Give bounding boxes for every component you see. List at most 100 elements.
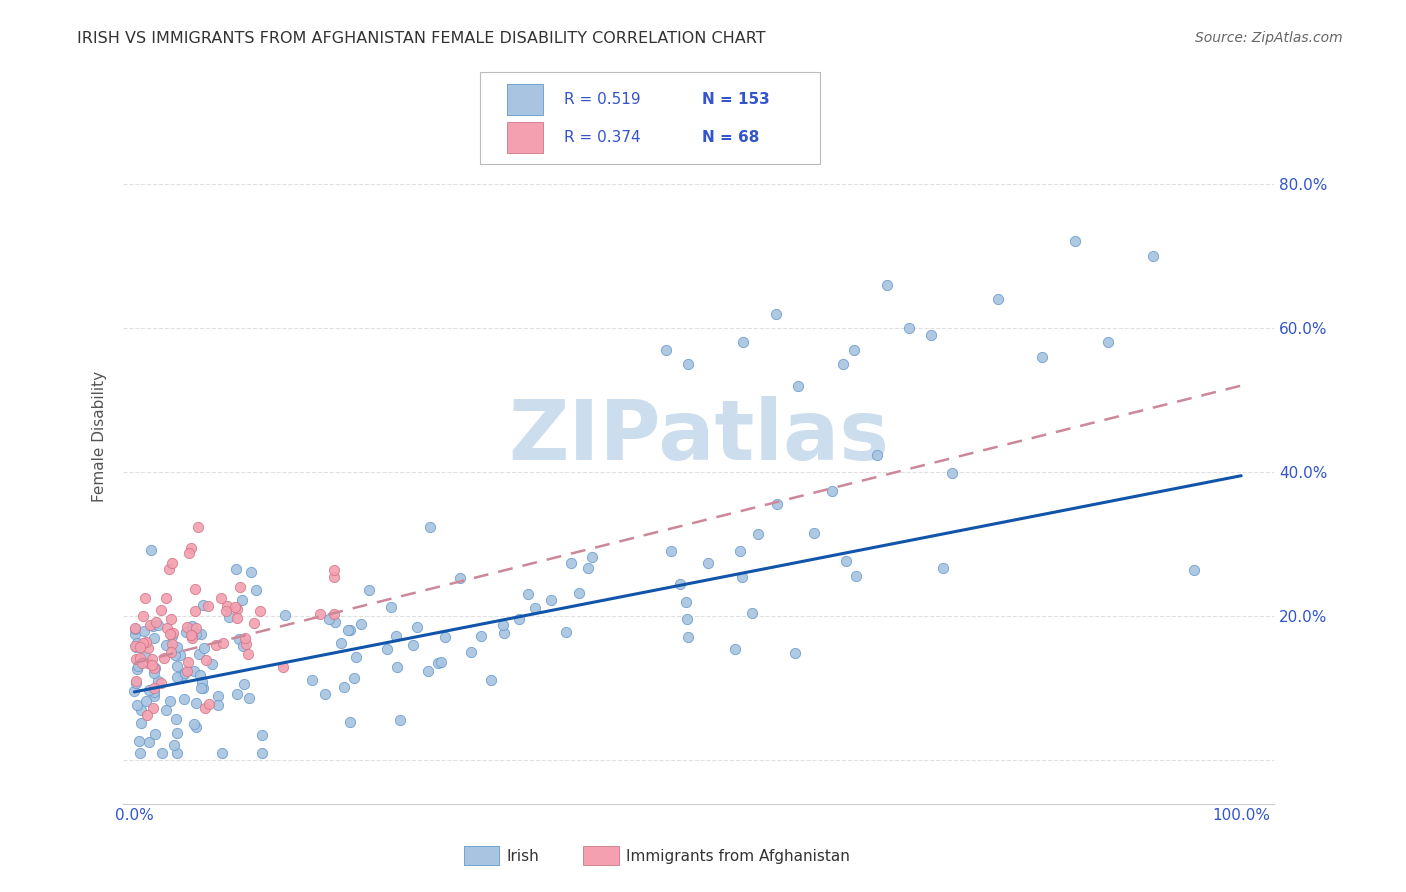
- Point: [225, 562, 247, 576]
- Point: [322, 607, 344, 621]
- Point: [142, 700, 165, 714]
- Point: [129, 746, 152, 760]
- Point: [162, 556, 184, 570]
- Point: [166, 640, 188, 654]
- Point: [184, 720, 207, 734]
- Point: [842, 343, 865, 357]
- Point: [177, 656, 200, 670]
- Point: [191, 681, 214, 696]
- Point: [146, 673, 169, 688]
- Point: [166, 658, 188, 673]
- Point: [191, 675, 214, 690]
- Point: [676, 357, 699, 371]
- Point: [129, 703, 152, 717]
- Point: [659, 544, 682, 558]
- Point: [191, 598, 214, 612]
- Point: [146, 618, 169, 632]
- Point: [339, 623, 361, 637]
- Point: [184, 696, 207, 710]
- Point: [143, 689, 166, 703]
- Point: [350, 616, 373, 631]
- Point: [152, 746, 174, 760]
- Point: [232, 677, 254, 691]
- Point: [723, 642, 745, 657]
- Point: [229, 580, 252, 594]
- FancyBboxPatch shape: [506, 122, 544, 153]
- Point: [135, 635, 157, 649]
- Point: [803, 525, 825, 540]
- Point: [174, 625, 197, 640]
- Point: [766, 497, 789, 511]
- Point: [134, 648, 156, 663]
- Point: [159, 693, 181, 707]
- Point: [211, 746, 233, 760]
- Point: [301, 673, 323, 687]
- Point: [844, 569, 866, 583]
- FancyBboxPatch shape: [506, 84, 544, 115]
- Point: [322, 570, 344, 584]
- Point: [433, 630, 456, 644]
- Point: [831, 357, 853, 371]
- Point: [239, 565, 262, 579]
- Point: [155, 591, 177, 606]
- Point: [238, 691, 260, 706]
- Point: [125, 676, 148, 690]
- Point: [198, 698, 221, 712]
- Point: [124, 640, 146, 654]
- Point: [176, 620, 198, 634]
- Point: [139, 617, 162, 632]
- FancyBboxPatch shape: [479, 72, 820, 164]
- Point: [728, 544, 751, 558]
- Point: [568, 586, 591, 600]
- Point: [131, 715, 153, 730]
- Point: [177, 545, 200, 559]
- Point: [336, 623, 359, 637]
- Point: [406, 620, 429, 634]
- Point: [138, 734, 160, 748]
- Point: [271, 660, 294, 674]
- Point: [142, 661, 165, 675]
- Point: [333, 680, 356, 694]
- Point: [207, 698, 229, 713]
- Point: [169, 648, 191, 662]
- Point: [402, 639, 425, 653]
- Point: [1097, 335, 1119, 350]
- Point: [676, 630, 699, 644]
- Text: IRISH VS IMMIGRANTS FROM AFGHANISTAN FEMALE DISABILITY CORRELATION CHART: IRISH VS IMMIGRANTS FROM AFGHANISTAN FEM…: [77, 31, 766, 46]
- Point: [576, 561, 599, 575]
- Point: [136, 640, 159, 655]
- Point: [193, 640, 215, 655]
- Point: [205, 638, 228, 652]
- Point: [429, 656, 451, 670]
- Point: [932, 561, 955, 575]
- Text: N = 153: N = 153: [702, 92, 770, 107]
- Point: [159, 645, 181, 659]
- Point: [235, 637, 257, 651]
- Point: [128, 640, 150, 655]
- Point: [418, 664, 440, 678]
- Point: [165, 712, 187, 726]
- Point: [160, 630, 183, 644]
- Point: [160, 612, 183, 626]
- Point: [172, 668, 194, 682]
- Point: [184, 604, 207, 618]
- Point: [143, 681, 166, 695]
- Point: [218, 610, 240, 624]
- Point: [190, 681, 212, 695]
- Point: [145, 615, 167, 629]
- Point: [359, 583, 381, 598]
- Point: [188, 667, 211, 681]
- Point: [375, 642, 398, 657]
- Point: [697, 556, 720, 570]
- Point: [524, 600, 547, 615]
- Point: [492, 626, 515, 640]
- Point: [143, 685, 166, 699]
- Point: [243, 615, 266, 630]
- Point: [581, 549, 603, 564]
- Point: [153, 651, 176, 665]
- Point: [184, 622, 207, 636]
- Point: [181, 629, 204, 643]
- Point: [238, 647, 260, 661]
- Text: R = 0.374: R = 0.374: [564, 130, 641, 145]
- Point: [427, 656, 450, 670]
